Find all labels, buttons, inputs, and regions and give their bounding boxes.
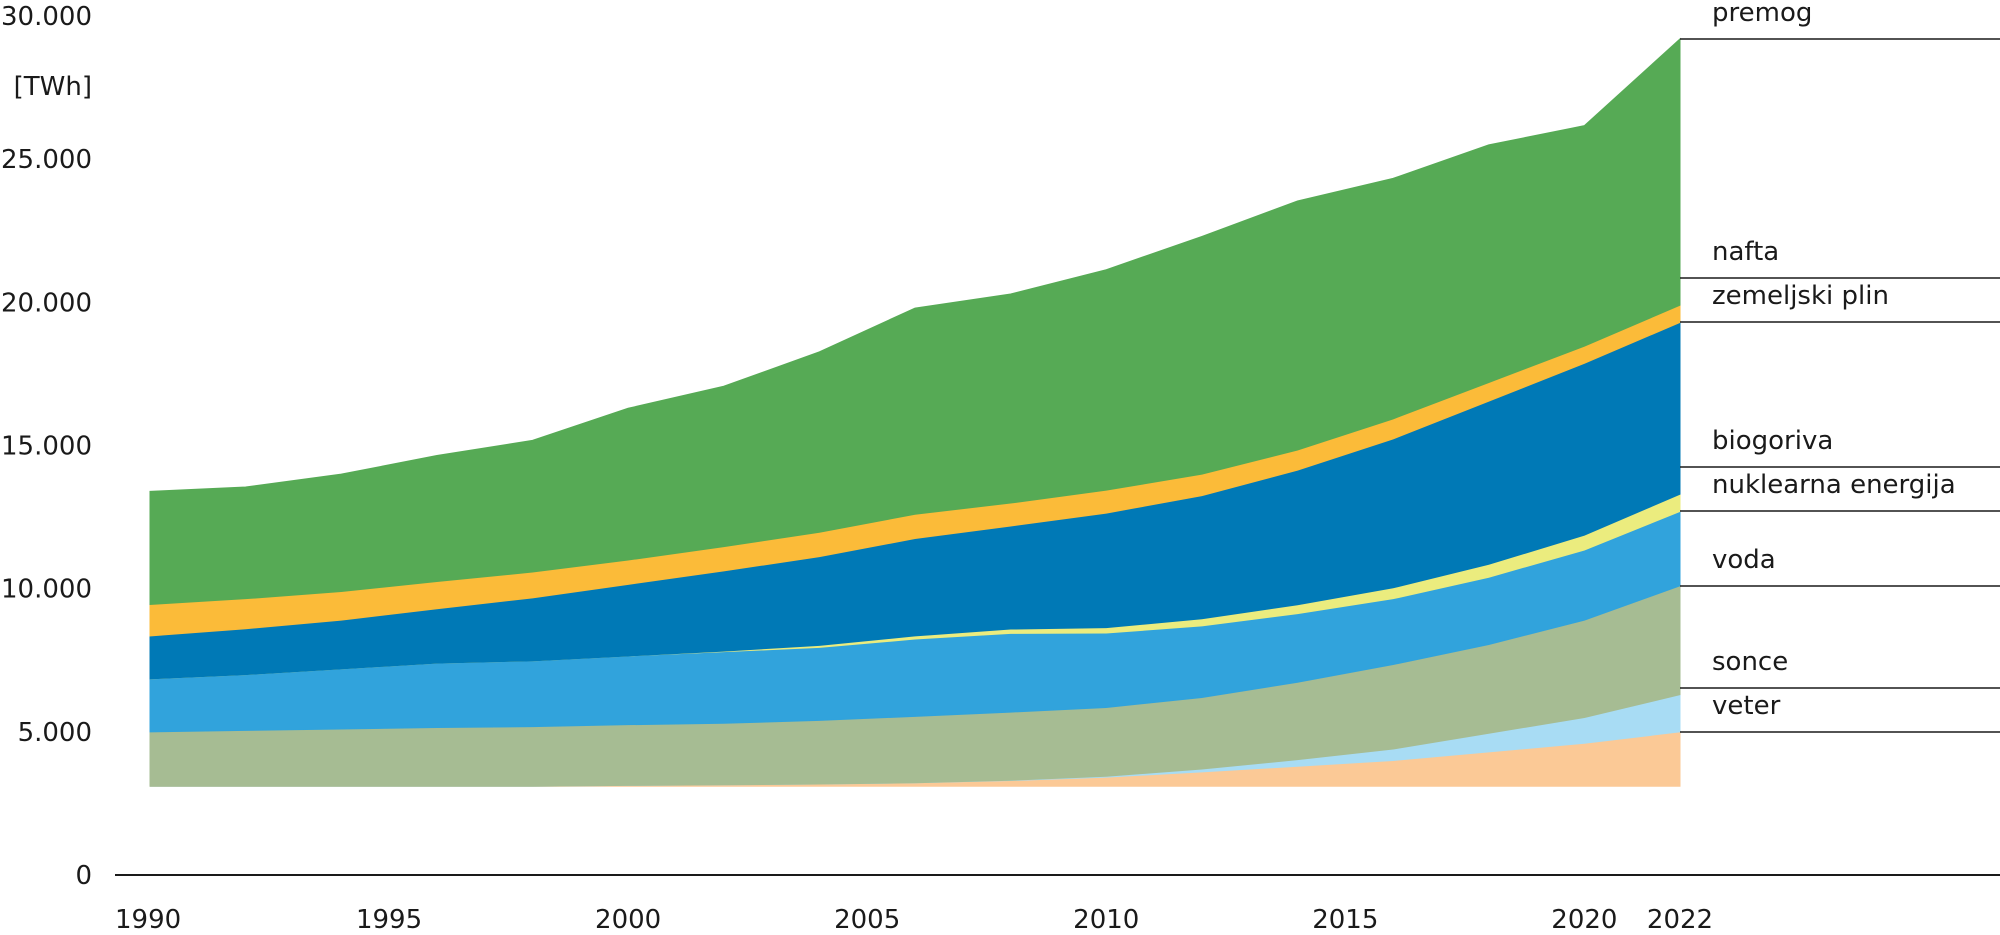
x-tick-label: 2010: [1073, 905, 1139, 935]
x-tick-label: 1990: [115, 905, 181, 935]
legend: veter sonce voda nuklearna energija biogoriv…: [1680, 0, 2000, 733]
x-tick-label: 1995: [356, 905, 422, 935]
y-axis-unit-label: [TWh]: [14, 72, 92, 102]
x-tick-label: 2015: [1312, 905, 1378, 935]
y-tick-label: 0: [75, 861, 92, 891]
y-tick-label: 15.000: [1, 432, 92, 462]
x-tick-label: 2005: [834, 905, 900, 935]
y-tick-label: 5.000: [18, 718, 92, 748]
legend-label-veter: veter: [1712, 691, 1781, 721]
y-tick-label: 10.000: [1, 575, 92, 605]
y-axis: 0 5.000 10.000 15.000 20.000 25.000 30.000: [1, 2, 92, 891]
y-tick-label: 20.000: [1, 288, 92, 318]
areas-layer: [149, 37, 1681, 787]
legend-label-sonce: sonce: [1712, 647, 1788, 677]
x-tick-label: 2022: [1647, 905, 1713, 935]
x-tick-label: 2020: [1551, 905, 1617, 935]
legend-label-premog: premog: [1712, 0, 1812, 28]
area-series-premog: [149, 37, 1681, 605]
y-tick-label: 25.000: [1, 145, 92, 175]
legend-label-voda: voda: [1712, 545, 1776, 575]
y-tick-label: 30.000: [1, 2, 92, 32]
x-axis: 1990 1995 2000 2005 2010 2015 2020 2022: [115, 905, 1713, 935]
x-tick-label: 2000: [595, 905, 661, 935]
legend-label-biogoriva: biogoriva: [1712, 426, 1833, 456]
legend-label-nuklearna-energija: nuklearna energija: [1712, 470, 1956, 500]
legend-label-nafta: nafta: [1712, 237, 1779, 267]
legend-label-zemeljski-plin: zemeljski plin: [1712, 281, 1889, 311]
